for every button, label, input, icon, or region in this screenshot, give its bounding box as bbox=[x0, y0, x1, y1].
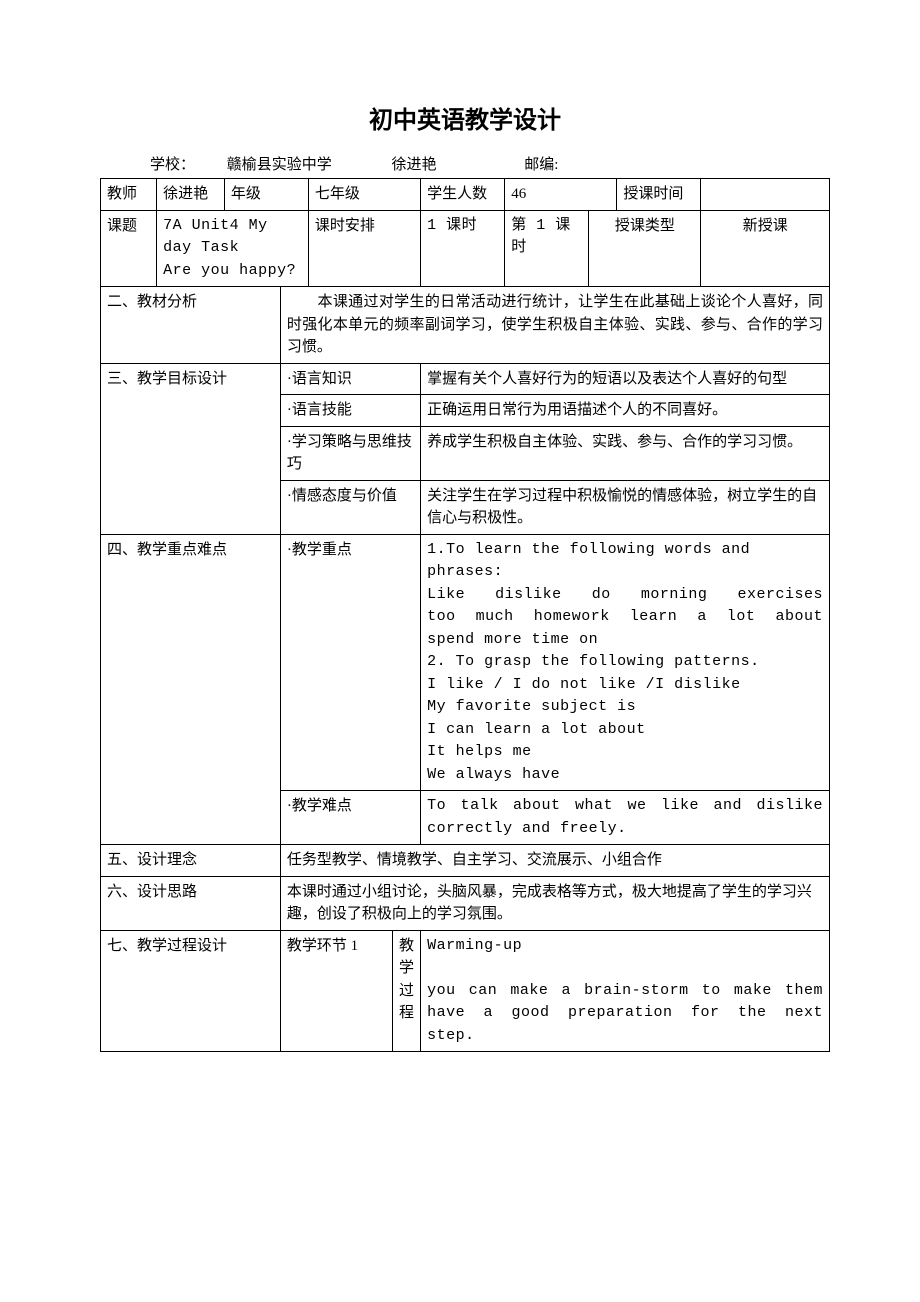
focus-line: I can learn a lot about bbox=[427, 719, 823, 742]
time-label: 授课时间 bbox=[617, 179, 701, 211]
topic-value: 7A Unit4 My day Task Are you happy? bbox=[157, 210, 309, 287]
obj-v-0: 掌握有关个人喜好行为的短语以及表达个人喜好的句型 bbox=[421, 363, 830, 395]
row-obj-1: 三、教学目标设计 ·语言知识 掌握有关个人喜好行为的短语以及表达个人喜好的句型 bbox=[101, 363, 830, 395]
type-value: 新授课 bbox=[701, 210, 830, 287]
focus-text: 1.To learn the following words and phras… bbox=[421, 534, 830, 791]
process-proc-text: Warming-up you can make a brain-storm to… bbox=[421, 930, 830, 1052]
concept-text: 任务型教学、情境教学、自主学习、交流展示、小组合作 bbox=[280, 845, 829, 877]
row-focus: 四、教学重点难点 ·教学重点 1.To learn the following … bbox=[101, 534, 830, 791]
teacher-value: 徐进艳 bbox=[157, 179, 225, 211]
lesson-plan-table: 教师 徐进艳 年级 七年级 学生人数 46 授课时间 课题 7A Unit4 M… bbox=[100, 178, 830, 1052]
school-label: 学校： bbox=[150, 157, 195, 173]
process-step-label: 教学环节 1 bbox=[280, 930, 392, 1052]
keypoints-label: 四、教学重点难点 bbox=[101, 534, 281, 845]
grade-label: 年级 bbox=[224, 179, 308, 211]
page-root: 初中英语教学设计 学校： 赣榆县实验中学 徐进艳 邮编: 教师 徐进艳 年级 七… bbox=[0, 0, 920, 1092]
obj-v-1: 正确运用日常行为用语描述个人的不同喜好。 bbox=[421, 395, 830, 427]
row-teacher: 教师 徐进艳 年级 七年级 学生人数 46 授课时间 bbox=[101, 179, 830, 211]
obj-k-1: ·语言技能 bbox=[280, 395, 420, 427]
diff-label: ·教学难点 bbox=[280, 791, 420, 845]
idea-label: 六、设计思路 bbox=[101, 876, 281, 930]
focus-line: We always have bbox=[427, 764, 823, 787]
focus-line: I like / I do not like /I dislike bbox=[427, 674, 823, 697]
analysis-text: 本课通过对学生的日常活动进行统计，让学生在此基础上谈论个人喜好，同时强化本单元的… bbox=[280, 287, 829, 364]
which-period: 第 1 课时 bbox=[505, 210, 589, 287]
type-label: 授课类型 bbox=[589, 210, 701, 287]
focus-line: My favorite subject is bbox=[427, 696, 823, 719]
row-idea: 六、设计思路 本课时通过小组讨论，头脑风暴，完成表格等方式，极大地提高了学生的学… bbox=[101, 876, 830, 930]
process-label: 七、教学过程设计 bbox=[101, 930, 281, 1052]
topic-label: 课题 bbox=[101, 210, 157, 287]
row-topic: 课题 7A Unit4 My day Task Are you happy? 课… bbox=[101, 210, 830, 287]
focus-line: too much homework learn a lot about bbox=[427, 606, 823, 629]
page-title: 初中英语教学设计 bbox=[100, 100, 830, 135]
topic-value-text: 7A Unit4 My day Task Are you happy? bbox=[163, 217, 296, 279]
diff-text: To talk about what we like and dislike c… bbox=[421, 791, 830, 845]
schedule-label: 课时安排 bbox=[308, 210, 420, 287]
row-analysis: 二、教材分析 本课通过对学生的日常活动进行统计，让学生在此基础上谈论个人喜好，同… bbox=[101, 287, 830, 364]
process-proc-label: 教学过程 bbox=[393, 930, 421, 1052]
row-process: 七、教学过程设计 教学环节 1 教学过程 Warming-up you can … bbox=[101, 930, 830, 1052]
author-value: 徐进艳 bbox=[392, 157, 437, 173]
idea-text: 本课时通过小组讨论，头脑风暴，完成表格等方式，极大地提高了学生的学习兴趣，创设了… bbox=[280, 876, 829, 930]
focus-line: 1.To learn the following words and phras… bbox=[427, 539, 823, 584]
schedule-value: 1 课时 bbox=[421, 210, 505, 287]
school-value: 赣榆县实验中学 bbox=[227, 157, 332, 173]
time-value bbox=[701, 179, 830, 211]
focus-line: 2. To grasp the following patterns. bbox=[427, 651, 823, 674]
obj-k-2: ·学习策略与思维技巧 bbox=[280, 426, 420, 480]
concept-label: 五、设计理念 bbox=[101, 845, 281, 877]
row-concept: 五、设计理念 任务型教学、情境教学、自主学习、交流展示、小组合作 bbox=[101, 845, 830, 877]
obj-k-0: ·语言知识 bbox=[280, 363, 420, 395]
obj-k-3: ·情感态度与价值 bbox=[280, 480, 420, 534]
focus-line: spend more time on bbox=[427, 629, 823, 652]
student-count-value: 46 bbox=[505, 179, 617, 211]
obj-v-2: 养成学生积极自主体验、实践、参与、合作的学习习惯。 bbox=[421, 426, 830, 480]
grade-value: 七年级 bbox=[308, 179, 420, 211]
focus-label: ·教学重点 bbox=[280, 534, 420, 791]
focus-line: It helps me bbox=[427, 741, 823, 764]
focus-line: Like dislike do morning exercises bbox=[427, 584, 823, 607]
student-count-label: 学生人数 bbox=[421, 179, 505, 211]
post-label: 邮编: bbox=[524, 157, 558, 173]
meta-line: 学校： 赣榆县实验中学 徐进艳 邮编: bbox=[150, 153, 830, 174]
obj-v-3: 关注学生在学习过程中积极愉悦的情感体验，树立学生的自信心与积极性。 bbox=[421, 480, 830, 534]
teacher-label: 教师 bbox=[101, 179, 157, 211]
analysis-label: 二、教材分析 bbox=[101, 287, 281, 364]
objectives-label: 三、教学目标设计 bbox=[101, 363, 281, 534]
